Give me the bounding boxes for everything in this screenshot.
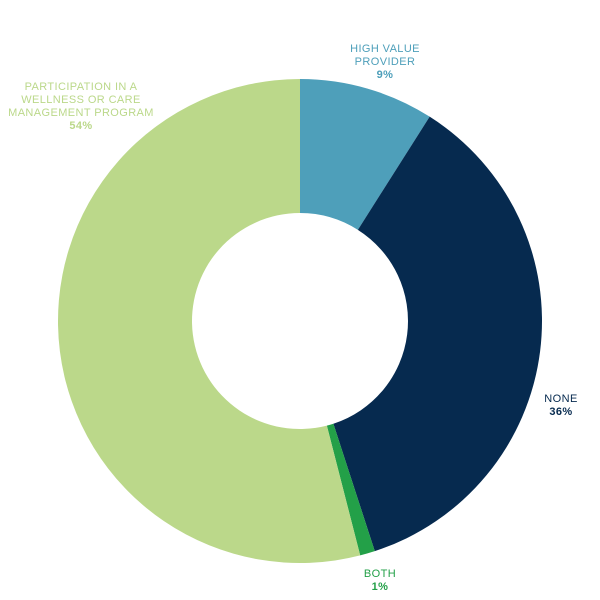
label-none: NONE 36% bbox=[536, 393, 586, 419]
label-none-value: 36% bbox=[549, 406, 573, 418]
label-participation-value: 54% bbox=[69, 120, 93, 132]
label-high-value-provider-value: 9% bbox=[376, 69, 394, 81]
label-participation-name: PARTICIPATION IN A WELLNESS OR CARE MANA… bbox=[8, 81, 154, 119]
label-high-value-provider: HIGH VALUE PROVIDER 9% bbox=[326, 43, 444, 82]
label-high-value-provider-name: HIGH VALUE PROVIDER bbox=[350, 43, 420, 68]
label-both-value: 1% bbox=[371, 581, 389, 593]
label-participation: PARTICIPATION IN A WELLNESS OR CARE MANA… bbox=[8, 81, 154, 133]
label-both: BOTH 1% bbox=[350, 568, 410, 594]
slice-both bbox=[326, 423, 375, 556]
slice-high-value-provider bbox=[300, 79, 430, 230]
slice-none bbox=[333, 116, 542, 552]
label-both-name: BOTH bbox=[363, 568, 397, 580]
label-none-name: NONE bbox=[544, 393, 578, 405]
slice-participation-in-a-wellness-or-care-management-program bbox=[57, 79, 361, 564]
